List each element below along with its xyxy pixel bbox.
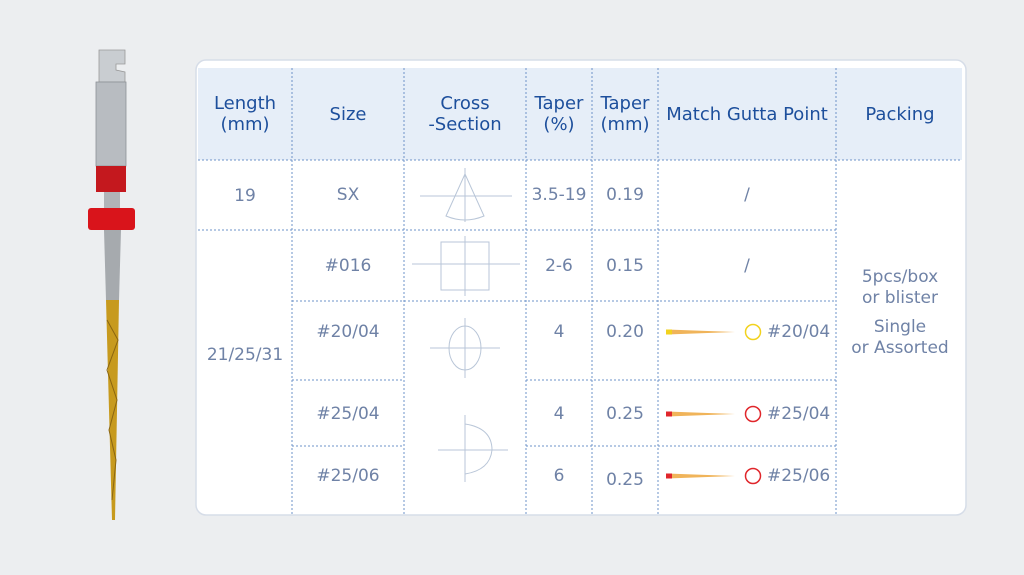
- table-frame: [195, 59, 967, 516]
- cross-section-icons: [412, 168, 520, 482]
- endodontic-file: [88, 49, 135, 520]
- header-text: (mm): [600, 114, 649, 135]
- match-cell: #20/04: [767, 322, 830, 342]
- gutta-tip: [666, 473, 672, 479]
- match-cell: #25/06: [767, 466, 830, 486]
- gutta-point: [667, 411, 735, 417]
- header-text: Taper: [600, 93, 651, 114]
- gutta-tip: [666, 329, 672, 335]
- size-cell: #016: [325, 256, 372, 276]
- gutta-point: [667, 473, 735, 479]
- taper-pct-cell: 4: [554, 322, 565, 342]
- header-text: Match Gutta Point: [666, 104, 828, 125]
- taper-pct-cell: 4: [554, 404, 565, 424]
- packing-text: or Assorted: [851, 338, 948, 358]
- packing-text: 5pcs/box: [862, 267, 938, 287]
- header-band: [198, 68, 962, 160]
- size-cell: SX: [337, 185, 360, 205]
- gutta-point: [667, 329, 735, 335]
- size-cell: #25/04: [316, 404, 379, 424]
- size-cell: #20/04: [316, 322, 379, 342]
- gutta-circle: [744, 405, 762, 423]
- gutta-circle: [744, 323, 762, 341]
- header-text: (%): [543, 114, 574, 135]
- gutta-circle: [744, 467, 762, 485]
- taper-pct-cell: 2-6: [545, 256, 573, 276]
- header-text: Size: [330, 104, 367, 125]
- match-cell: /: [744, 185, 750, 205]
- size-cell: #25/06: [316, 466, 379, 486]
- packing-text: or blister: [862, 288, 938, 308]
- match-cell: /: [744, 256, 750, 276]
- taper-mm-cell: 0.19: [606, 185, 644, 205]
- length-cell: 19: [234, 186, 256, 206]
- header-text: Length: [214, 93, 276, 114]
- length-cell: 21/25/31: [207, 345, 283, 365]
- gutta-tip: [666, 411, 672, 417]
- header-text: Packing: [865, 104, 934, 125]
- match-cell: #25/04: [767, 404, 830, 424]
- taper-pct-cell: 6: [554, 466, 565, 486]
- header-text: Taper: [534, 93, 585, 114]
- packing-text: Single: [874, 317, 926, 337]
- taper-mm-cell: 0.25: [606, 404, 644, 424]
- taper-pct-cell: 3.5-19: [532, 185, 587, 205]
- header-text: Cross: [440, 93, 489, 114]
- grid: [198, 68, 962, 515]
- header-text: (mm): [220, 114, 269, 135]
- taper-mm-cell: 0.25: [606, 470, 644, 490]
- taper-mm-cell: 0.20: [606, 322, 644, 342]
- taper-mm-cell: 0.15: [606, 256, 644, 276]
- header-text: -Section: [428, 114, 501, 135]
